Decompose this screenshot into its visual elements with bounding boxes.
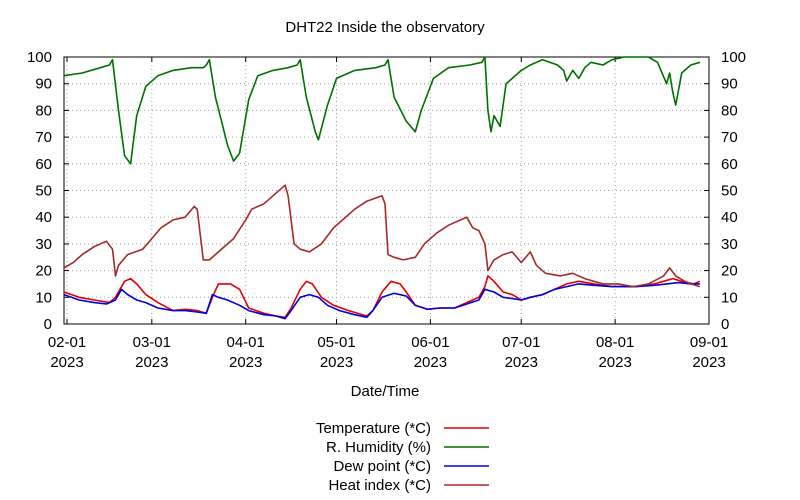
y-tick-label-right: 20 [721, 263, 738, 280]
chart-title: DHT22 Inside the observatory [285, 19, 485, 36]
legend: Temperature (*C) R. Humidity (%) Dew point… [316, 420, 489, 494]
legend-label: Heat index (*C) [328, 477, 431, 494]
x-tick-label: 06-01 [411, 334, 449, 351]
y-tick-label: 10 [35, 289, 52, 306]
y-tick-label: 60 [35, 156, 52, 173]
x-tick-label: 07-01 [502, 334, 540, 351]
x-tick-year-label: 2023 [414, 354, 447, 371]
x-tick-year-label: 2023 [229, 354, 262, 371]
y-tick-label-right: 50 [721, 183, 738, 200]
x-tick-year-label: 2023 [598, 354, 631, 371]
grid-layer [64, 57, 709, 324]
legend-label: R. Humidity (%) [326, 439, 431, 456]
x-tick-label: 09-01 [690, 334, 728, 351]
x-tick-year-label: 2023 [50, 354, 83, 371]
legend-label: Temperature (*C) [316, 420, 431, 437]
y-tick-label-right: 40 [721, 209, 738, 226]
y-tick-label: 50 [35, 183, 52, 200]
x-tick-year-label: 2023 [692, 354, 725, 371]
y-tick-label: 30 [35, 236, 52, 253]
y-tick-label-right: 10 [721, 289, 738, 306]
y-tick-label-right: 90 [721, 76, 738, 93]
x-tick-label: 04-01 [227, 334, 265, 351]
y-tick-label: 20 [35, 263, 52, 280]
x-tick-year-label: 2023 [505, 354, 538, 371]
series-line-1 [63, 56, 701, 165]
series-line-3 [63, 184, 701, 288]
x-tick-year-label: 2023 [320, 354, 353, 371]
series-layer [63, 56, 701, 320]
legend-label: Dew point (*C) [333, 458, 431, 475]
x-tick-year-label: 2023 [135, 354, 168, 371]
y-tick-label: 0 [44, 316, 52, 333]
y-tick-label: 80 [35, 102, 52, 119]
x-tick-label: 03-01 [133, 334, 171, 351]
x-tick-label: 08-01 [596, 334, 634, 351]
x-tick-label: 02-01 [48, 334, 86, 351]
y-tick-label-right: 80 [721, 102, 738, 119]
y-tick-label: 90 [35, 76, 52, 93]
y-tick-label-right: 60 [721, 156, 738, 173]
axis-ticks: 0 0 10 10 20 20 30 30 40 40 50 50 60 60 70 70 80 80 90 90 10… [27, 49, 746, 371]
y-tick-label: 100 [27, 49, 52, 66]
y-tick-label-right: 0 [721, 316, 729, 333]
series-line-2 [63, 281, 700, 320]
y-tick-label: 70 [35, 129, 52, 146]
y-tick-label-right: 100 [721, 49, 746, 66]
x-axis-label: Date/Time [351, 383, 420, 400]
y-tick-label-right: 70 [721, 129, 738, 146]
y-tick-label: 40 [35, 209, 52, 226]
x-tick-label: 05-01 [317, 334, 355, 351]
y-tick-label-right: 30 [721, 236, 738, 253]
